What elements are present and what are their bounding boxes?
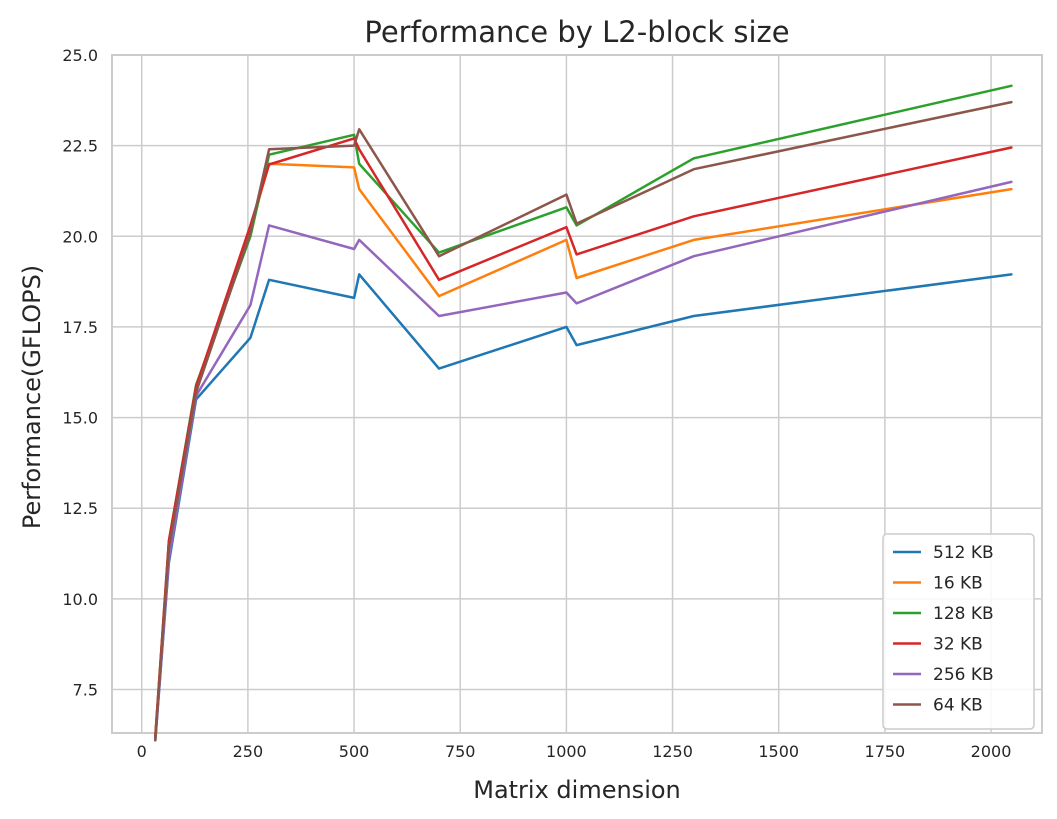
legend-label: 256 KB: [933, 665, 994, 685]
series-lines: [154, 84, 1013, 742]
x-axis-title: Matrix dimension: [473, 776, 681, 804]
legend-label: 512 KB: [933, 543, 994, 563]
x-tick-label: 250: [233, 742, 264, 761]
y-tick-label: 10.0: [62, 590, 98, 609]
y-tick-label: 15.0: [62, 409, 98, 428]
x-tick-label: 1750: [865, 742, 906, 761]
x-tick-labels: 0 250 500 750 1000 1250 1500 1750 2000: [137, 742, 1012, 761]
legend-label: 32 KB: [933, 635, 983, 655]
y-tick-label: 20.0: [62, 227, 98, 246]
x-tick-label: 1250: [652, 742, 693, 761]
plot-frame: [111, 54, 1043, 734]
x-tick-label: 2000: [971, 742, 1012, 761]
legend-label: 64 KB: [933, 696, 983, 716]
x-tick-label: 1500: [758, 742, 799, 761]
x-tick-label: 750: [445, 742, 476, 761]
y-tick-labels: 7.5 10.0 12.5 15.0 17.5 20.0 22.5 25.0: [62, 46, 98, 699]
legend: 512 KB 16 KB 128 KB 32 KB 256 KB 64 KB: [882, 533, 1035, 730]
series-line-64-kb: [154, 100, 1013, 742]
y-tick-label: 25.0: [62, 46, 98, 65]
y-tick-label: 12.5: [62, 499, 98, 518]
x-tick-label: 500: [339, 742, 370, 761]
y-axis-title: Performance(GFLOPS): [18, 265, 46, 529]
chart-title: Performance by L2-block size: [364, 15, 789, 49]
legend-label: 128 KB: [933, 604, 994, 624]
legend-label: 16 KB: [933, 574, 983, 594]
y-tick-label: 7.5: [73, 680, 98, 699]
y-tick-label: 22.5: [62, 137, 98, 156]
x-tick-label: 1000: [546, 742, 587, 761]
y-tick-label: 17.5: [62, 318, 98, 337]
x-tick-label: 0: [137, 742, 147, 761]
